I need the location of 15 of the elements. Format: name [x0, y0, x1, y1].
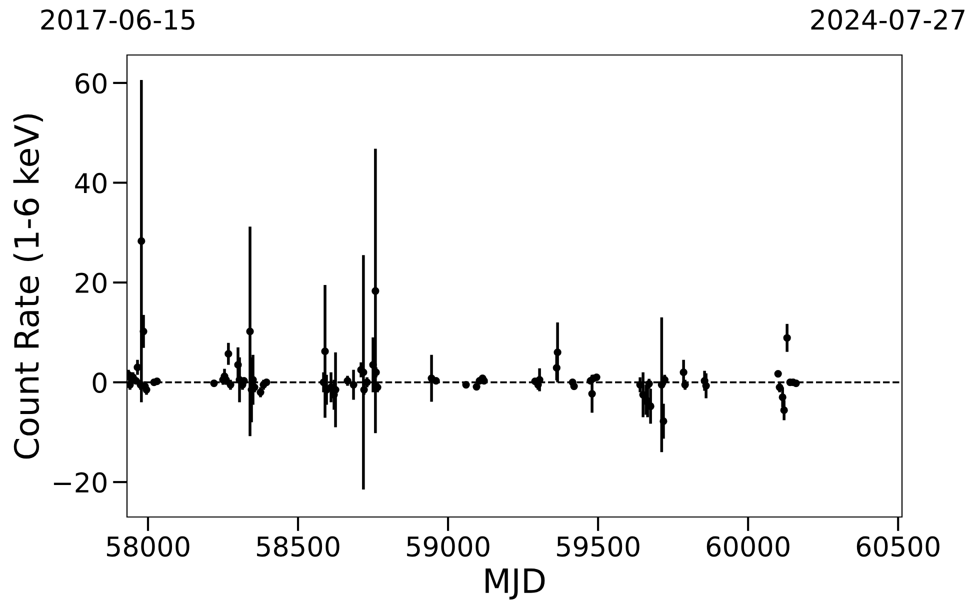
y-tick-label: 40 [75, 172, 106, 194]
x-tick-label: 58500 [257, 536, 340, 557]
x-axis-title: MJD [486, 568, 545, 600]
y-tick-label: 0 [92, 372, 106, 393]
x-tick-label: 60000 [706, 536, 790, 557]
x-tick-label: 59000 [407, 536, 490, 557]
x-tick-label: 58000 [107, 536, 190, 557]
y-tick-label: 60 [76, 73, 106, 94]
y-tick-label: 20 [76, 272, 106, 294]
y-tick-label: −20 [54, 472, 106, 493]
y-axis-title: Count Rate (1-6 keV) [13, 114, 43, 459]
text: 2024-07-27 [811, 9, 964, 30]
x-tick-label: 59500 [557, 536, 640, 557]
text: 2017-06-15 [41, 9, 194, 30]
x-tick-label: 60500 [856, 536, 940, 557]
